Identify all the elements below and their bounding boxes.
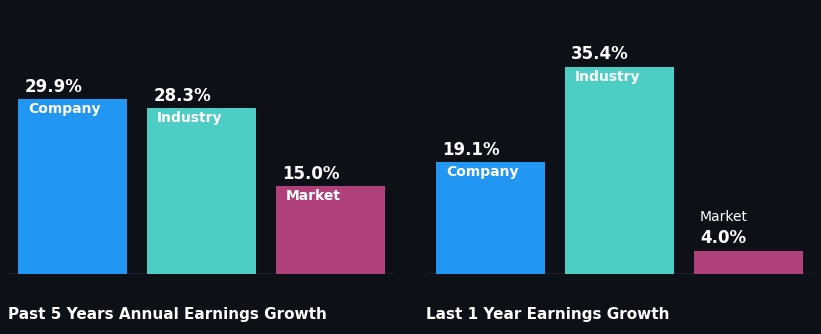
- Text: Past 5 Years Annual Earnings Growth: Past 5 Years Annual Earnings Growth: [8, 307, 327, 322]
- Text: Market: Market: [286, 189, 341, 203]
- Text: Industry: Industry: [575, 70, 640, 84]
- Text: Company: Company: [28, 102, 101, 116]
- Text: 19.1%: 19.1%: [442, 141, 500, 159]
- Bar: [694, 250, 803, 274]
- Bar: [276, 186, 385, 274]
- Text: 29.9%: 29.9%: [25, 77, 82, 96]
- Text: Last 1 Year Earnings Growth: Last 1 Year Earnings Growth: [426, 307, 669, 322]
- Text: Industry: Industry: [157, 111, 222, 125]
- Bar: [147, 109, 256, 274]
- Text: 28.3%: 28.3%: [154, 87, 211, 105]
- Text: Company: Company: [446, 165, 518, 179]
- Text: 15.0%: 15.0%: [282, 165, 340, 183]
- Text: 35.4%: 35.4%: [571, 45, 629, 63]
- Text: 4.0%: 4.0%: [700, 229, 746, 247]
- Text: Market: Market: [700, 210, 748, 224]
- Bar: [18, 99, 127, 274]
- Bar: [436, 162, 545, 274]
- Bar: [565, 67, 674, 274]
